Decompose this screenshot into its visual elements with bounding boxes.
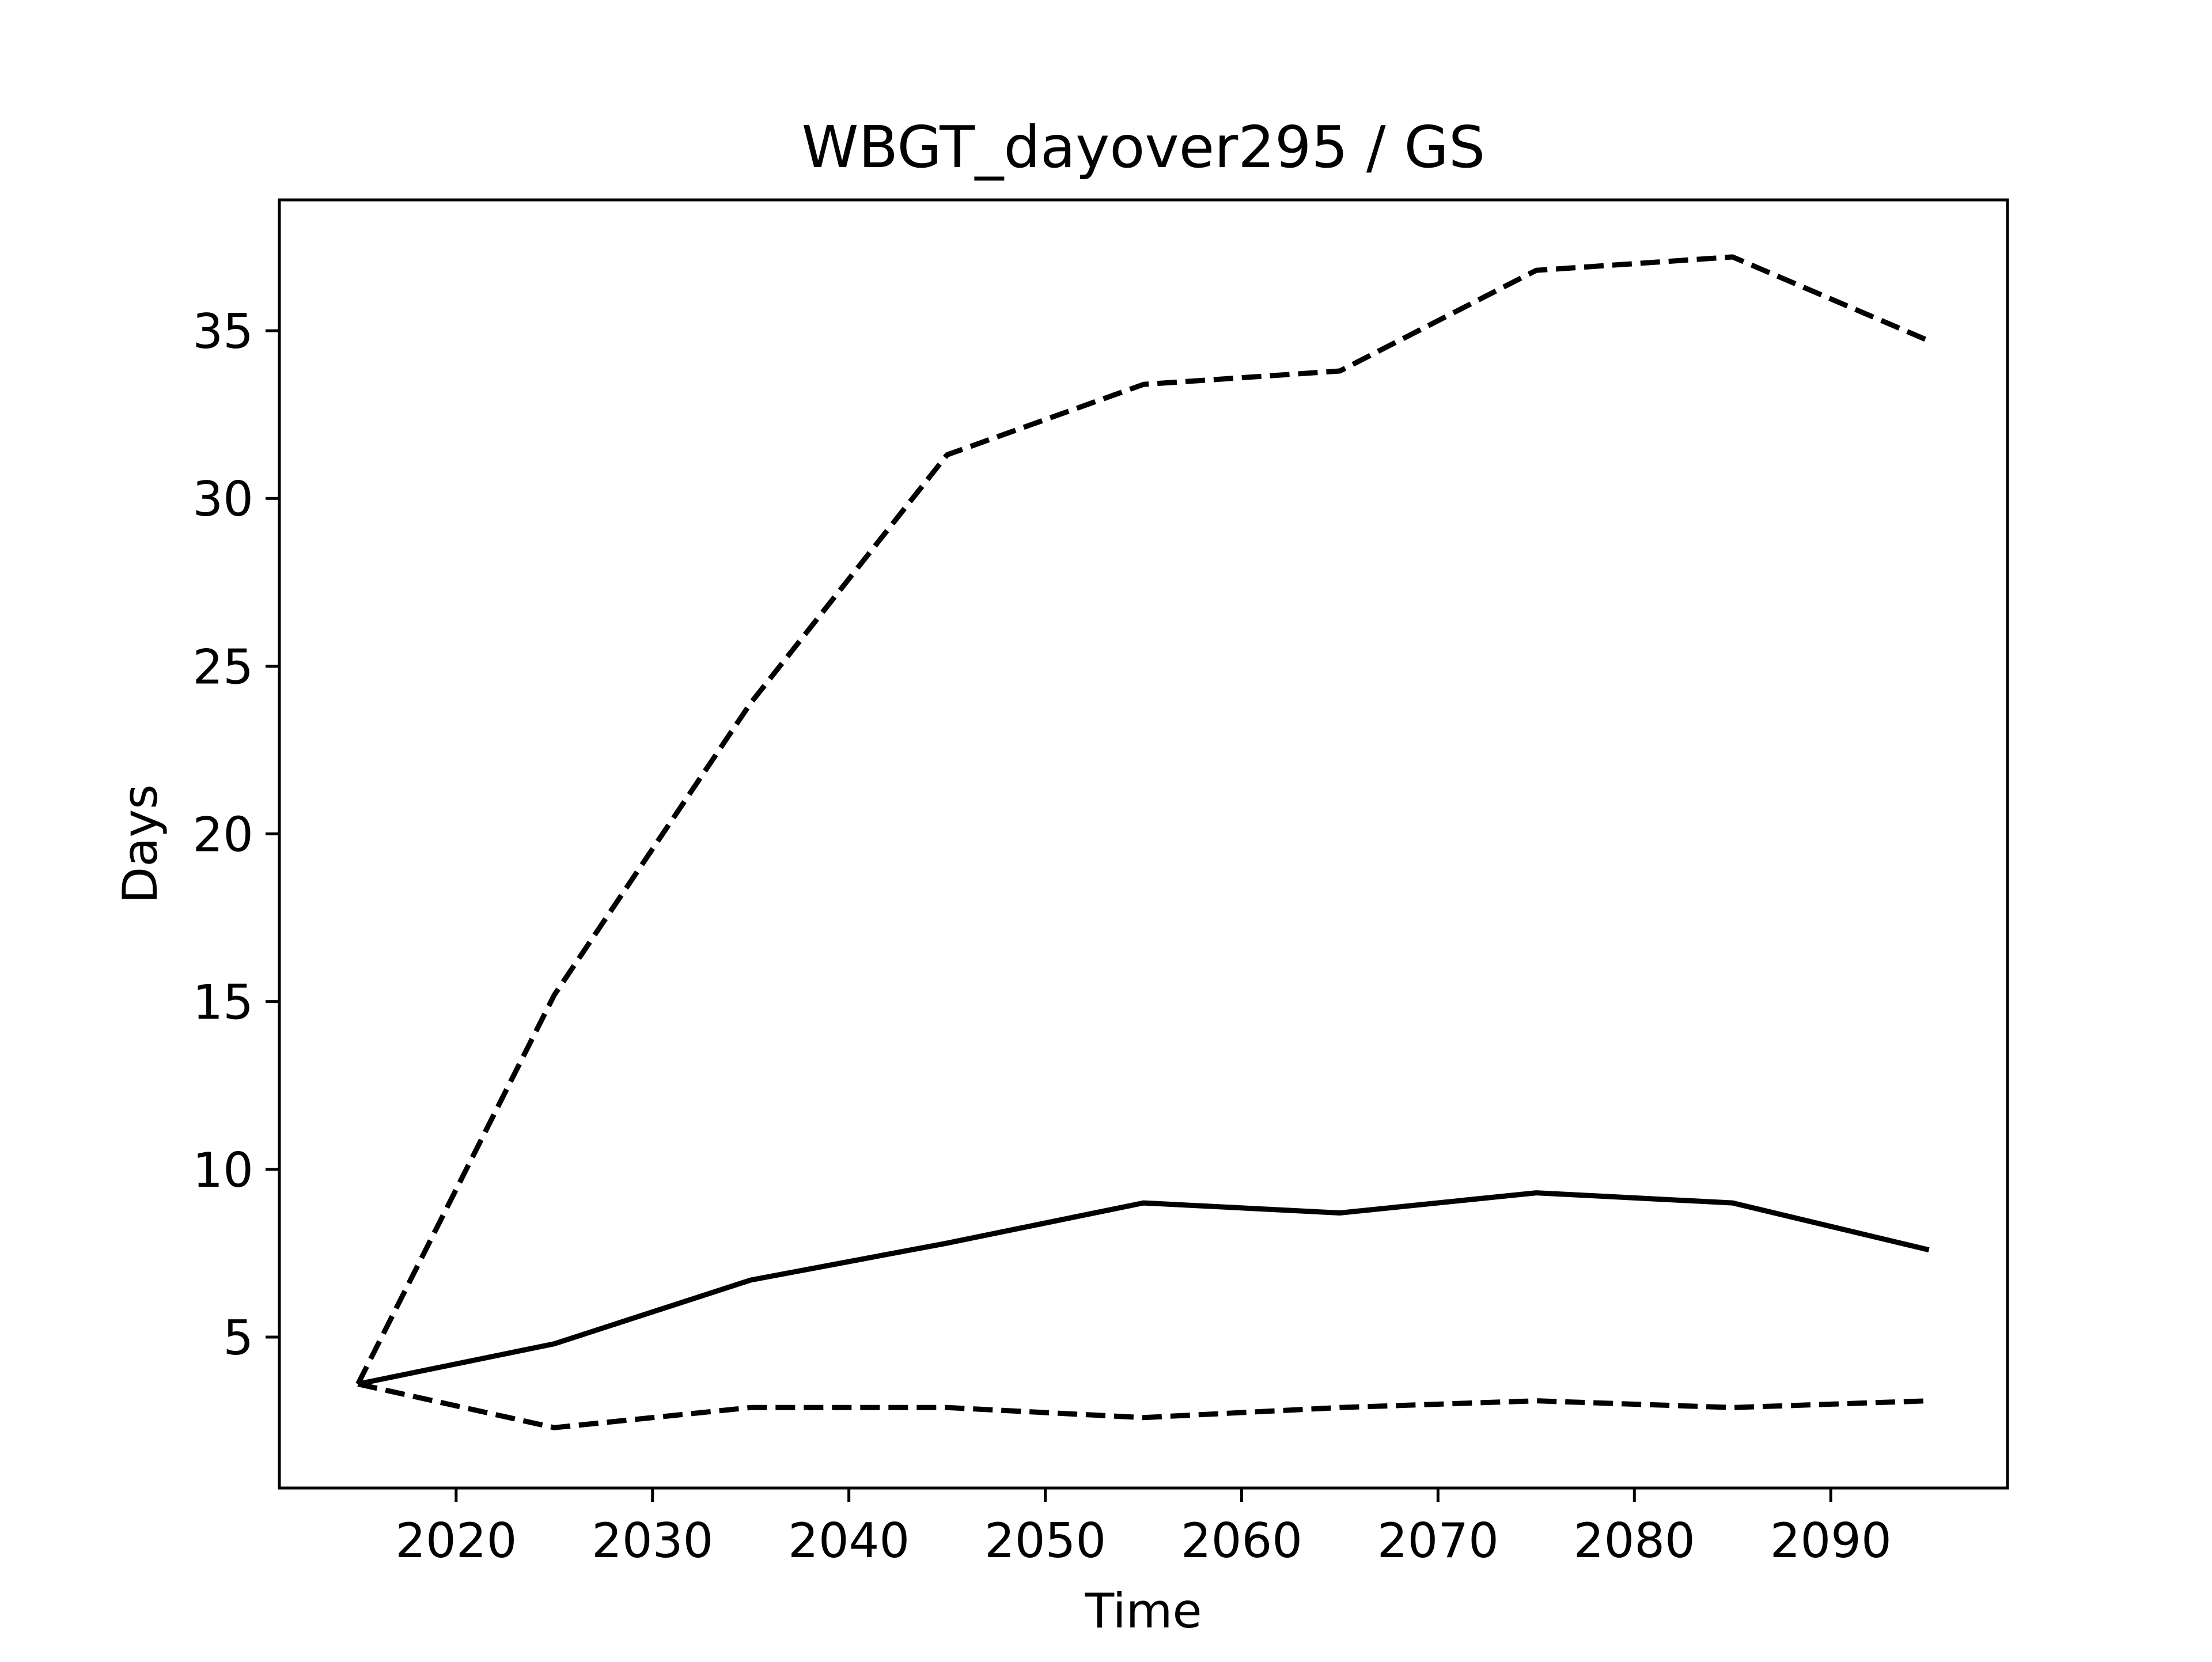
series-layer [355,254,1930,1430]
x-tick-label: 2050 [984,1513,1106,1569]
x-tick-label: 2030 [592,1513,713,1569]
y-tick-label: 30 [192,471,253,527]
x-tick-label: 2080 [1574,1513,1695,1569]
y-axis-label: Days [112,784,168,903]
x-tick-label: 2040 [788,1513,910,1569]
plot-area-frame [278,198,2009,1490]
y-axis-ticks: 5 10 15 20 25 30 35 [192,304,279,1366]
x-tick-label: 2060 [1181,1513,1302,1569]
y-tick-label: 10 [192,1142,253,1198]
x-tick-label: 2070 [1377,1513,1499,1569]
y-tick-label: 5 [223,1310,253,1366]
series-line-3 [357,1381,1929,1430]
y-tick-label: 35 [192,304,253,359]
chart-title: WBGT_dayover295 / GS [802,113,1486,181]
x-axis-ticks: 2020 2030 2040 2050 2060 2070 2080 2090 [395,1488,1892,1569]
x-tick-label: 2020 [395,1513,517,1569]
y-tick-label: 15 [192,975,253,1031]
y-tick-label: 20 [192,807,253,863]
y-tick-label: 25 [192,639,253,695]
series-line-2 [357,1190,1930,1387]
series-line-1 [355,254,1930,1385]
x-axis-label: Time [1084,1583,1202,1639]
x-tick-label: 2090 [1770,1513,1892,1569]
